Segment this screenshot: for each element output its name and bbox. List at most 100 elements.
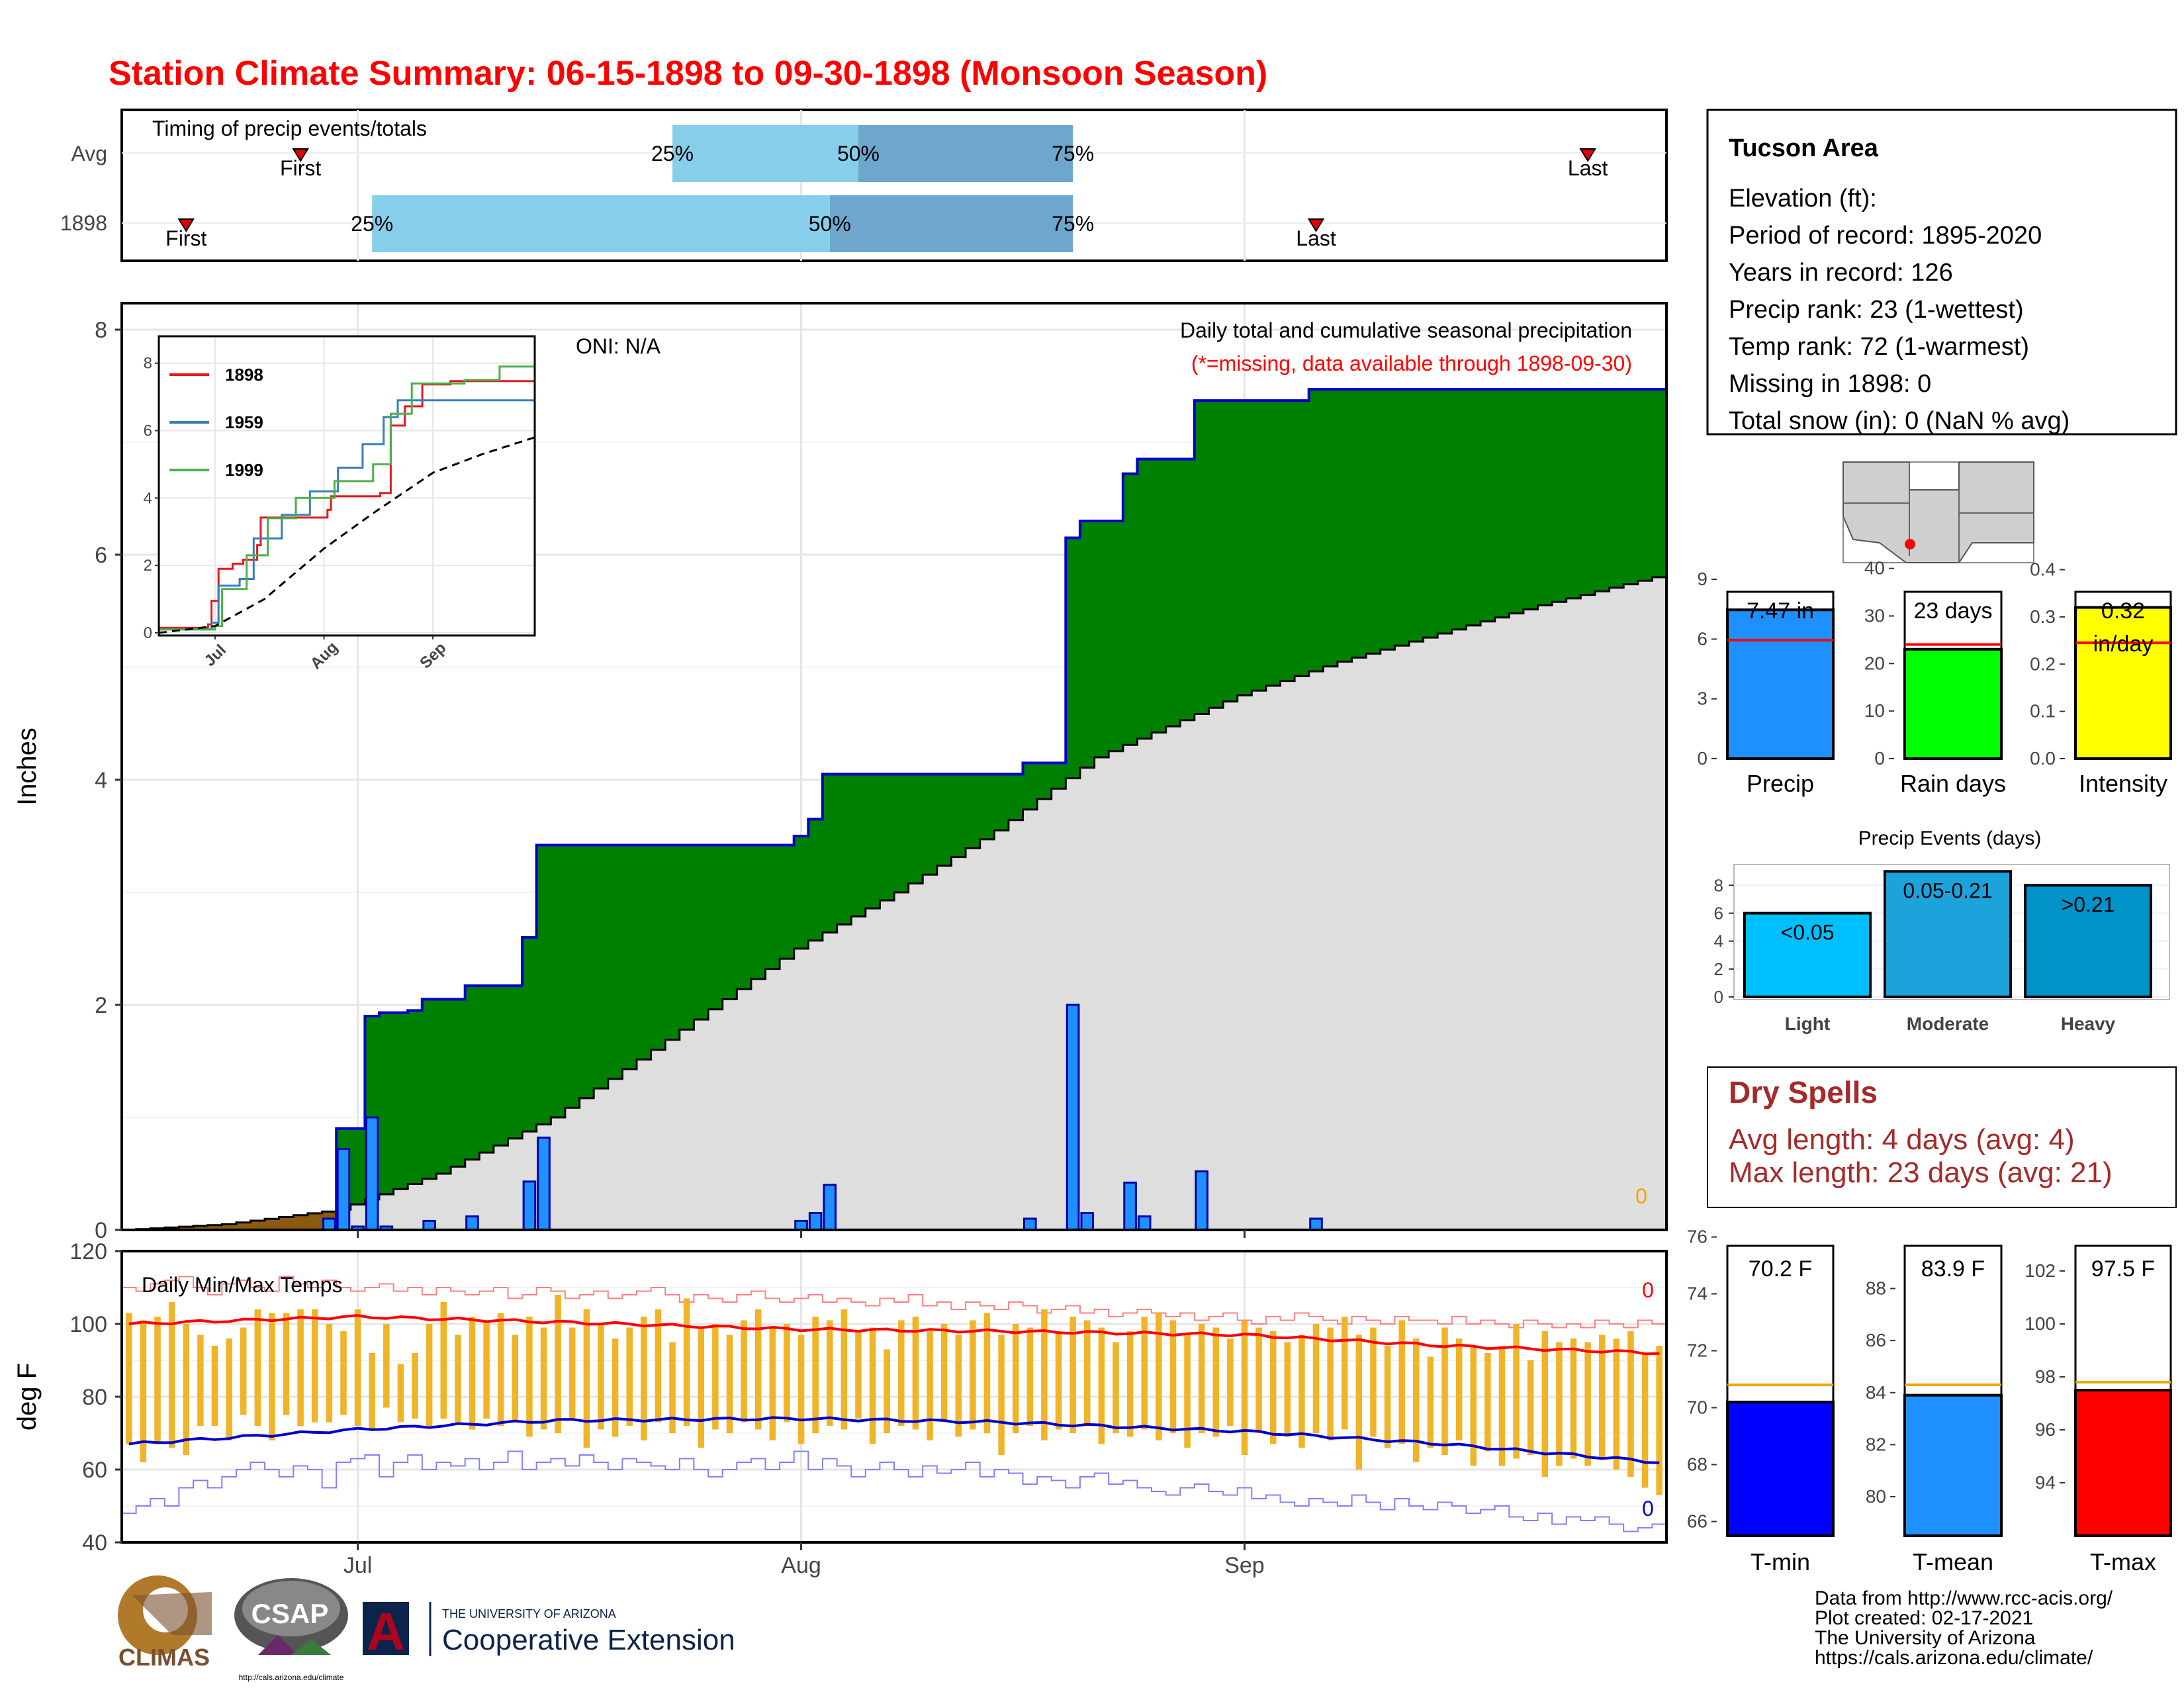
daily-temp-range-bar <box>1441 1327 1448 1455</box>
daily-temp-range-bar <box>412 1353 418 1419</box>
daily-temp-range-bar <box>1513 1324 1520 1459</box>
daily-temp-range-bar <box>826 1320 833 1426</box>
small-bar-value <box>1903 1393 2003 1538</box>
daily-temp-range-bar <box>983 1313 991 1433</box>
season-bar-group: 0.0 0.1 0.2 0.3 0.4 0.32 in/day Intensity <box>2030 559 2172 797</box>
daily-temp-range-bar <box>898 1320 905 1426</box>
inset-series-line <box>159 356 536 631</box>
y-tick-label: 4 <box>95 768 107 793</box>
small-bar-category-label: T-mean <box>1913 1548 1993 1575</box>
small-y-tick-label: 0 <box>1697 748 1707 769</box>
daily-temp-range-bar <box>469 1317 476 1430</box>
daily-temp-range-bar <box>855 1331 862 1419</box>
info-precip-rank: Precip rank: 23 (1-wettest) <box>1729 296 2024 324</box>
daily-temp-range-bar <box>269 1313 275 1440</box>
season-bar-group: 0 10 20 30 40 23 days Rain days <box>1864 558 2006 797</box>
precip-event-value-label: >0.21 <box>2062 892 2115 916</box>
daily-temp-range-bar <box>1370 1327 1377 1437</box>
record-max-line <box>122 1276 1666 1329</box>
daily-temp-range-bar <box>797 1335 805 1444</box>
first-event-label: First <box>165 226 206 250</box>
daily-temp-range-bar <box>1570 1338 1577 1459</box>
daily-temp-range-bar <box>1126 1331 1134 1437</box>
temp-bar-group: 80 82 84 86 88 83.9 F T-mean <box>1866 1244 2003 1575</box>
daily-temp-range-bar <box>1312 1324 1320 1433</box>
small-y-tick-label: 0.0 <box>2030 748 2056 769</box>
daily-temp-range-bar <box>998 1335 1005 1455</box>
y-tick-label: 0 <box>95 1218 107 1243</box>
climas-logo: CLIMAS <box>118 1575 212 1671</box>
daily-temp-range-bar <box>1398 1320 1405 1444</box>
events-y-tick-label: 8 <box>1714 875 1723 895</box>
daily-temp-range-bar <box>354 1309 361 1426</box>
small-y-tick-label: 100 <box>2025 1313 2056 1334</box>
timing-bar-50-75 <box>858 125 1073 182</box>
small-y-tick-label: 20 <box>1864 653 1885 673</box>
first-event-marker <box>177 218 195 232</box>
station-location-marker <box>1905 539 1915 549</box>
ua-block-a: A <box>367 1602 405 1661</box>
precip-y-label: Inches <box>13 727 42 806</box>
timing-p75-label: 75% <box>1052 212 1094 236</box>
average-max-line <box>128 1314 1660 1356</box>
footer-line-1: Data from http://www.rcc-acis.org/ <box>1815 1587 2113 1609</box>
small-bar-category-label: Precip <box>1747 770 1814 797</box>
daily-precip-bar <box>1309 1217 1323 1231</box>
small-y-tick-label: 80 <box>1866 1486 1886 1507</box>
daily-precip-bar <box>465 1215 479 1231</box>
daily-temp-range-bar <box>540 1327 547 1430</box>
small-y-tick-label: 86 <box>1866 1330 1886 1350</box>
small-y-tick-label: 30 <box>1864 606 1885 626</box>
daily-precip-bar <box>823 1184 837 1231</box>
csap-url: http://cals.arizona.edu/climate <box>239 1673 344 1682</box>
daily-temp-range-bar <box>226 1338 232 1440</box>
daily-temp-range-bar <box>1613 1338 1620 1470</box>
precip-event-bar <box>1884 870 2012 999</box>
daily-temp-range-bar <box>297 1309 304 1426</box>
daily-precip-bar <box>365 1116 379 1231</box>
locator-map <box>1843 461 2034 563</box>
small-bar-value-label: 97.5 F <box>2091 1256 2155 1282</box>
daily-precip-bar <box>808 1212 823 1231</box>
daily-temp-range-bar <box>383 1324 390 1408</box>
daily-temp-range-bar <box>841 1309 848 1430</box>
page-title: Station Climate Summary: 06-15-1898 to 0… <box>109 54 1267 93</box>
precip-event-value-label: <0.05 <box>1781 921 1835 945</box>
info-missing: Missing in 1898: 0 <box>1729 370 1931 398</box>
daily-temp-range-bar <box>598 1324 604 1430</box>
small-bar-category-label: Intensity <box>2079 770 2167 797</box>
precip-event-category-label: Light <box>1785 1013 1830 1034</box>
daily-temp-range-bar <box>655 1309 662 1423</box>
daily-temp-range-bar <box>583 1309 590 1448</box>
events-y-tick-label: 4 <box>1714 931 1723 951</box>
footer-line-2: Plot created: 02-17-2021 <box>1815 1607 2033 1629</box>
dry-spells-max: Max length: 23 days (avg: 21) <box>1729 1156 2113 1189</box>
small-bar-value <box>2074 1389 2172 1537</box>
daily-temp-range-bar <box>340 1331 347 1415</box>
daily-temp-range-bar <box>927 1331 933 1440</box>
small-y-tick-label: 96 <box>2035 1419 2056 1440</box>
daily-temp-range-bar <box>555 1295 561 1433</box>
daily-temp-range-bar <box>1584 1342 1591 1466</box>
average-cumulative-area <box>122 577 1666 1230</box>
small-y-tick-label: 0.1 <box>2030 701 2056 722</box>
daily-temp-range-bar <box>970 1320 976 1430</box>
daily-temp-range-bar <box>1212 1327 1220 1437</box>
min-count-label: 0 <box>1642 1497 1654 1521</box>
daily-temp-range-bar <box>940 1324 948 1423</box>
timing-title: Timing of precip events/totals <box>152 117 427 140</box>
daily-temp-range-bar <box>1284 1342 1291 1437</box>
inset-y-tick-label: 0 <box>144 624 152 642</box>
daily-temp-range-bar <box>283 1313 290 1415</box>
daily-precip-bar <box>1023 1217 1037 1231</box>
temp-chart-title: Daily Min/Max Temps <box>142 1273 342 1297</box>
daily-precip-bar <box>1066 1004 1080 1231</box>
daily-temp-range-bar <box>497 1313 504 1426</box>
daily-temp-range-bar <box>884 1349 890 1433</box>
station-name: Tucson Area <box>1729 134 1879 162</box>
y-tick-label: 100 <box>69 1312 107 1337</box>
daily-temp-range-bar <box>1455 1338 1463 1440</box>
daily-precip-bar <box>1123 1182 1137 1231</box>
daily-temp-range-bar <box>569 1327 576 1419</box>
